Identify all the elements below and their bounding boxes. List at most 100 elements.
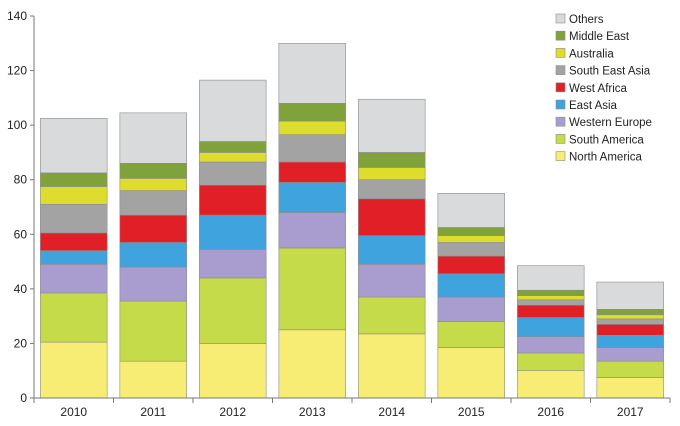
bar-segment bbox=[517, 299, 585, 306]
y-tick-label: 140 bbox=[7, 9, 27, 23]
bar-segment bbox=[596, 377, 664, 399]
bar-segment bbox=[596, 314, 664, 320]
x-tick-label: 2017 bbox=[617, 405, 644, 419]
legend-swatch bbox=[555, 30, 566, 41]
bar-segment bbox=[199, 277, 267, 344]
bar-segment bbox=[40, 186, 108, 205]
bar-segment bbox=[278, 161, 346, 183]
bar-segment bbox=[596, 334, 664, 348]
bar-segment bbox=[517, 370, 585, 399]
x-tick-label: 2010 bbox=[60, 405, 87, 419]
bar-segment bbox=[40, 203, 108, 234]
legend-label: South America bbox=[569, 134, 644, 146]
bar-segment bbox=[596, 309, 664, 316]
x-tick-label: 2012 bbox=[219, 405, 246, 419]
bar-segment bbox=[358, 263, 426, 298]
x-tick-label: 2013 bbox=[299, 405, 326, 419]
bar-segment bbox=[437, 193, 505, 228]
bar-segment bbox=[40, 263, 108, 294]
x-tick-label: 2011 bbox=[140, 405, 166, 419]
bar-segment bbox=[517, 289, 585, 296]
bar-segment bbox=[517, 352, 585, 372]
bar-segment bbox=[119, 360, 187, 399]
bar-segment bbox=[517, 336, 585, 354]
bar-segment bbox=[40, 172, 108, 187]
bar-segment bbox=[119, 300, 187, 362]
bar-segment bbox=[119, 178, 187, 191]
legend-label: East Asia bbox=[569, 100, 618, 112]
y-tick-label: 120 bbox=[7, 64, 27, 78]
legend-swatch bbox=[555, 13, 566, 24]
axes-layer: 0 20 40 60 80 100 120 140 2010 2011 2012 2013 2014 20… bbox=[7, 9, 671, 419]
bar-segment bbox=[437, 227, 505, 236]
bar-segment bbox=[278, 103, 346, 122]
bar-segment bbox=[40, 292, 108, 343]
y-tick-label: 100 bbox=[7, 118, 27, 132]
legend-swatch bbox=[555, 99, 566, 110]
bar-segment bbox=[358, 152, 426, 168]
bar-segment bbox=[437, 273, 505, 298]
bar-segment bbox=[517, 295, 585, 301]
bar-segment bbox=[119, 163, 187, 179]
bar-segment bbox=[199, 161, 267, 186]
legend-swatch bbox=[555, 116, 566, 127]
bar-segment bbox=[596, 360, 664, 378]
y-tick-label: 40 bbox=[14, 282, 28, 296]
legend-label: Others bbox=[569, 14, 604, 26]
bar-segment bbox=[278, 134, 346, 163]
bar-segment bbox=[278, 247, 346, 331]
legend: Others Middle East Australia South East Asi… bbox=[555, 13, 652, 164]
legend-swatch bbox=[555, 48, 566, 58]
bar-segment bbox=[119, 190, 187, 216]
legend-label: Western Europe bbox=[569, 117, 652, 129]
bar-segment bbox=[278, 182, 346, 213]
bar-segment bbox=[199, 343, 267, 399]
bar-segment bbox=[40, 118, 108, 174]
bar-segment bbox=[40, 341, 108, 399]
bar-segment bbox=[119, 214, 187, 243]
bar-segment bbox=[596, 347, 664, 362]
y-tick-label: 20 bbox=[14, 336, 28, 350]
bar-segment bbox=[278, 42, 346, 104]
bar-segment bbox=[596, 324, 664, 336]
legend-label: West Africa bbox=[569, 83, 628, 95]
legend-label: North America bbox=[569, 152, 642, 164]
bar-segment bbox=[278, 329, 346, 399]
bar-segment bbox=[437, 255, 505, 275]
legend-swatch bbox=[555, 151, 566, 161]
bar-segment bbox=[358, 235, 426, 265]
bar-segment bbox=[199, 141, 267, 153]
x-tick-label: 2015 bbox=[458, 405, 485, 419]
x-tick-label: 2016 bbox=[537, 405, 564, 419]
legend-label: South East Asia bbox=[569, 66, 651, 78]
bar-segment bbox=[40, 250, 108, 265]
y-tick-label: 80 bbox=[14, 173, 28, 187]
bar-segment bbox=[437, 347, 505, 399]
bar-segment bbox=[199, 214, 267, 250]
bar-segment bbox=[119, 112, 187, 164]
bar-segment bbox=[278, 212, 346, 249]
bar-segment bbox=[437, 235, 505, 243]
bar-segment bbox=[199, 248, 267, 279]
bar-segment bbox=[119, 266, 187, 302]
bar-segment bbox=[517, 304, 585, 318]
y-tick-label: 0 bbox=[20, 391, 27, 405]
bar-segment bbox=[119, 242, 187, 268]
bar-segment bbox=[199, 79, 267, 142]
bar-segment bbox=[278, 120, 346, 135]
y-tick-label: 60 bbox=[14, 227, 28, 241]
legend-swatch bbox=[555, 134, 566, 144]
bar-segment bbox=[437, 296, 505, 322]
bar-segment bbox=[596, 318, 664, 325]
bar-segment bbox=[358, 167, 426, 181]
bar-segment bbox=[358, 179, 426, 200]
bar-segment bbox=[199, 152, 267, 163]
legend-label: Australia bbox=[569, 48, 614, 60]
bar-segment bbox=[596, 281, 664, 310]
x-tick-label: 2014 bbox=[378, 405, 405, 419]
bar-segment bbox=[358, 296, 426, 335]
bar-segment bbox=[358, 98, 426, 153]
bar-segment bbox=[437, 242, 505, 257]
legend-swatch bbox=[555, 65, 566, 75]
